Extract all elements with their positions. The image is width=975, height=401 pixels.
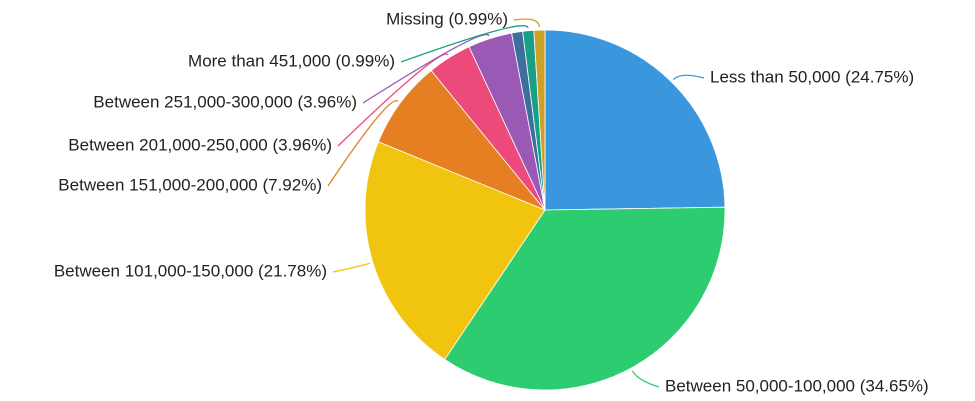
pie-slice [444, 206, 726, 391]
slice-label: Missing (0.99%) [386, 9, 508, 28]
pie-slice [544, 29, 726, 211]
slice-label: Less than 50,000 (24.75%) [710, 67, 914, 86]
pie-slice [377, 69, 546, 211]
slice-label: Between 50,000-100,000 (34.65%) [665, 376, 929, 395]
leader-line [362, 33, 490, 104]
slice-label: More than 451,000 (0.99%) [188, 51, 395, 70]
slice-label: Between 101,000-150,000 (21.78%) [54, 261, 327, 280]
slice-label: Between 201,000-250,000 (3.96%) [68, 135, 332, 154]
leader-line [327, 100, 399, 187]
leader-line [337, 53, 449, 147]
slice-label: Between 151,000-200,000 (7.92%) [58, 175, 322, 194]
slice-label: Between 251,000-300,000 (3.96%) [93, 92, 357, 111]
leader-line [513, 18, 540, 28]
leader-line [332, 262, 371, 273]
leader-line [400, 25, 529, 63]
leader-line [672, 74, 705, 81]
pie-slice [533, 29, 546, 211]
leader-line [631, 370, 660, 388]
pie-slice [364, 141, 546, 361]
